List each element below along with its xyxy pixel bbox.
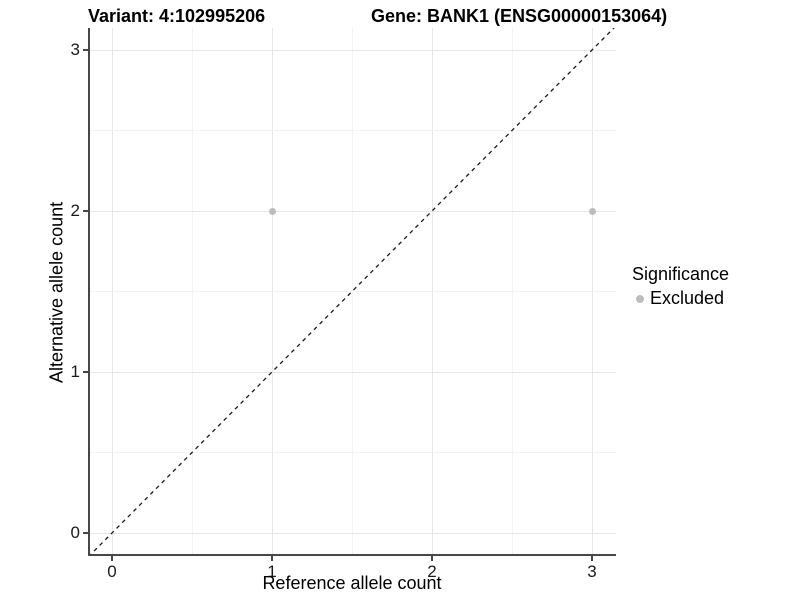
x-tick-mark xyxy=(591,556,593,561)
y-tick-mark xyxy=(83,49,88,51)
x-tick-label: 2 xyxy=(427,562,437,581)
plot-panel xyxy=(88,28,616,556)
legend-item-label: Excluded xyxy=(650,288,725,308)
y-tick-mark xyxy=(83,371,88,373)
legend-items: Excluded xyxy=(632,288,729,309)
y-axis-title: Alternative allele count xyxy=(46,201,67,383)
identity-line-layer xyxy=(90,28,615,554)
legend-title: Significance xyxy=(632,264,730,284)
x-tick-label: 3 xyxy=(587,562,597,581)
x-tick-mark xyxy=(271,556,273,561)
gridline-h-major xyxy=(90,532,616,534)
gridline-h-minor xyxy=(90,452,616,453)
gene-title: Gene: BANK1 (ENSG00000153064) xyxy=(371,6,668,26)
y-tick-label: 3 xyxy=(70,40,80,59)
y-tick-mark xyxy=(83,210,88,212)
x-axis: 0 1 2 3 xyxy=(90,556,616,600)
plot-panel-content xyxy=(90,28,616,554)
legend-item: Excluded xyxy=(632,288,729,309)
y-tick-label: 1 xyxy=(70,362,80,381)
data-point xyxy=(588,207,596,215)
gridline-h-major xyxy=(90,49,616,51)
x-tick-mark xyxy=(111,556,113,561)
y-tick-label: 0 xyxy=(70,523,80,542)
y-tick-label: 2 xyxy=(70,201,80,220)
x-tick-mark xyxy=(431,556,433,561)
gridline-h-major xyxy=(90,371,616,373)
variant-title: Variant: 4:102995206 xyxy=(88,6,266,26)
gridline-h-major xyxy=(90,210,616,212)
x-tick-label: 1 xyxy=(267,562,277,581)
x-axis-title: Reference allele count xyxy=(262,573,442,593)
legend: Significance Excluded xyxy=(632,264,729,309)
y-axis: 0 1 2 3 xyxy=(0,28,88,556)
identity-dashed-line xyxy=(90,28,615,554)
x-tick-label: 0 xyxy=(107,562,117,581)
legend-swatch-dot xyxy=(636,294,644,303)
data-point xyxy=(268,207,276,215)
gridline-h-minor xyxy=(90,291,616,292)
y-tick-mark xyxy=(83,532,88,534)
gridline-h-minor xyxy=(90,130,616,131)
